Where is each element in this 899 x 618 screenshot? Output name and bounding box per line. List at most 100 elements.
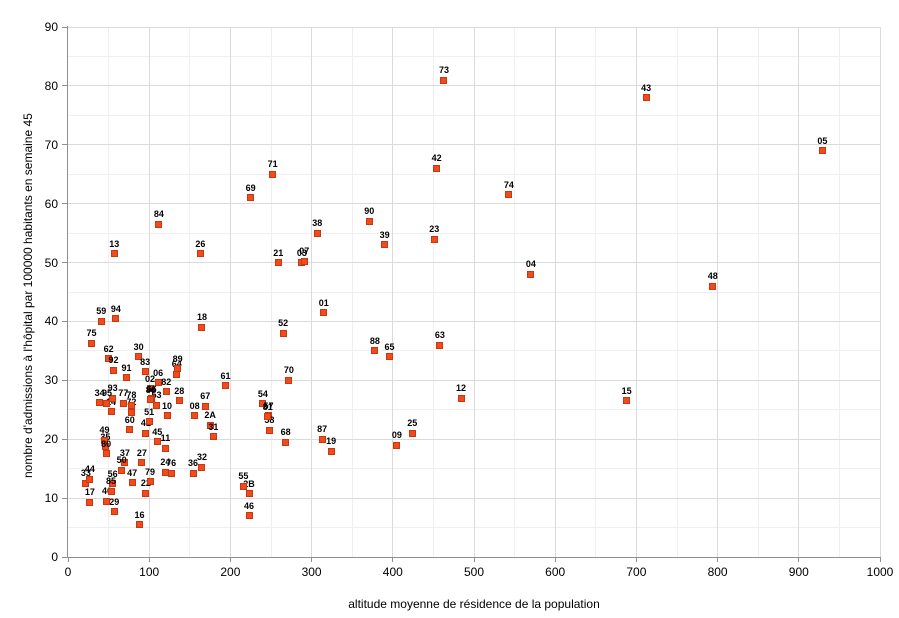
data-point-31 bbox=[209, 433, 217, 441]
data-point-label-68: 68 bbox=[280, 427, 291, 438]
x-major-gridline bbox=[392, 27, 394, 557]
y-axis-tick bbox=[62, 438, 67, 440]
y-major-gridline bbox=[68, 26, 880, 28]
x-tick-label: 100 bbox=[139, 565, 160, 579]
data-point-84 bbox=[155, 220, 163, 228]
data-point-label-51: 51 bbox=[144, 406, 155, 417]
data-point-53 bbox=[153, 401, 160, 409]
data-point-label-53: 53 bbox=[151, 390, 162, 401]
data-point-label-37: 37 bbox=[119, 447, 130, 458]
x-major-gridline bbox=[879, 27, 881, 557]
data-point-label-85: 85 bbox=[106, 476, 117, 487]
y-axis-tick bbox=[62, 144, 67, 146]
y-major-gridline bbox=[68, 320, 880, 322]
x-axis-tick bbox=[554, 557, 556, 562]
data-point-label-84: 84 bbox=[153, 209, 164, 220]
data-point-09 bbox=[393, 441, 401, 449]
data-point-33 bbox=[82, 479, 90, 487]
data-point-94 bbox=[112, 315, 120, 322]
data-point-65 bbox=[386, 353, 394, 361]
x-axis-title: altitude moyenne de résidence de la popu… bbox=[348, 597, 600, 611]
data-point-label-55: 55 bbox=[238, 471, 249, 482]
data-point-label-45: 45 bbox=[152, 426, 163, 437]
x-major-gridline bbox=[148, 27, 150, 557]
data-point-07 bbox=[300, 257, 308, 265]
data-point-69 bbox=[247, 194, 255, 202]
data-point-81 bbox=[264, 413, 272, 421]
data-point-21 bbox=[274, 259, 282, 267]
data-point-label-24: 24 bbox=[160, 457, 171, 468]
data-point-label-25: 25 bbox=[407, 418, 418, 429]
data-point-01 bbox=[320, 309, 328, 317]
data-point-43 bbox=[642, 94, 650, 102]
x-tick-label: 1000 bbox=[866, 565, 894, 579]
data-point-48 bbox=[709, 282, 717, 290]
y-tick-label: 90 bbox=[44, 20, 58, 34]
data-point-04 bbox=[527, 270, 535, 278]
data-point-label-62: 62 bbox=[103, 343, 114, 354]
data-point-label-89: 89 bbox=[172, 353, 183, 364]
data-point-label-05: 05 bbox=[817, 135, 828, 146]
y-major-gridline bbox=[68, 497, 880, 499]
data-point-80 bbox=[102, 450, 110, 458]
x-tick-label: 500 bbox=[463, 565, 485, 579]
data-point-label-88: 88 bbox=[369, 335, 380, 346]
data-point-82 bbox=[162, 388, 170, 396]
data-point-label-49: 49 bbox=[99, 425, 110, 436]
data-point-93 bbox=[109, 394, 117, 402]
data-point-label-28: 28 bbox=[174, 385, 185, 396]
y-tick-label: 50 bbox=[44, 255, 58, 270]
data-point-label-65: 65 bbox=[384, 341, 395, 352]
data-point-label-74: 74 bbox=[503, 179, 514, 190]
data-point-label-42: 42 bbox=[431, 153, 442, 164]
data-point-label-17: 17 bbox=[84, 487, 95, 498]
data-point-22 bbox=[142, 489, 150, 497]
x-tick-label: 200 bbox=[220, 565, 241, 579]
data-point-label-82: 82 bbox=[161, 376, 172, 387]
data-point-55 bbox=[239, 482, 247, 490]
data-point-29 bbox=[110, 508, 118, 516]
data-point-56 bbox=[109, 480, 117, 488]
data-point-70 bbox=[285, 376, 293, 384]
data-point-08 bbox=[191, 412, 199, 420]
data-point-label-33: 33 bbox=[80, 468, 91, 479]
data-point-label-76: 76 bbox=[166, 458, 177, 469]
data-point-60 bbox=[126, 426, 134, 434]
data-point-label-18: 18 bbox=[196, 312, 207, 323]
data-point-label-07: 07 bbox=[299, 246, 310, 257]
data-point-2A bbox=[206, 421, 214, 429]
data-point-91 bbox=[122, 374, 130, 382]
y-tick-label: 80 bbox=[44, 78, 58, 93]
x-major-gridline bbox=[229, 27, 231, 557]
data-point-label-92: 92 bbox=[108, 355, 119, 366]
data-point-25 bbox=[408, 429, 416, 437]
data-point-13 bbox=[110, 250, 118, 258]
y-axis-line bbox=[67, 26, 68, 558]
data-point-30 bbox=[135, 353, 143, 361]
y-axis-title: nombre d'admissions à l'hôpital par 1000… bbox=[21, 113, 35, 478]
data-point-label-48: 48 bbox=[707, 271, 718, 282]
data-point-49 bbox=[101, 436, 109, 444]
data-point-label-13: 13 bbox=[109, 238, 120, 249]
data-point-23 bbox=[430, 235, 438, 243]
data-point-83 bbox=[141, 368, 149, 375]
data-point-label-06: 06 bbox=[153, 367, 164, 378]
data-point-label-22: 22 bbox=[141, 479, 151, 488]
x-axis-tick bbox=[229, 557, 231, 562]
data-point-90 bbox=[365, 217, 373, 225]
data-point-label-46: 46 bbox=[244, 500, 255, 511]
data-point-label-91: 91 bbox=[121, 362, 132, 373]
data-point-10 bbox=[163, 412, 171, 420]
data-point-17 bbox=[86, 498, 94, 506]
data-point-74 bbox=[505, 191, 513, 199]
data-point-label-75: 75 bbox=[86, 328, 97, 339]
data-point-label-12: 12 bbox=[455, 383, 467, 393]
y-tick-label: 10 bbox=[44, 491, 58, 506]
data-point-36 bbox=[189, 469, 197, 477]
data-point-41 bbox=[142, 429, 150, 437]
data-point-59 bbox=[97, 317, 105, 325]
data-point-label-21: 21 bbox=[273, 247, 284, 258]
data-point-label-61: 61 bbox=[220, 370, 231, 381]
x-tick-label: 300 bbox=[301, 565, 322, 579]
